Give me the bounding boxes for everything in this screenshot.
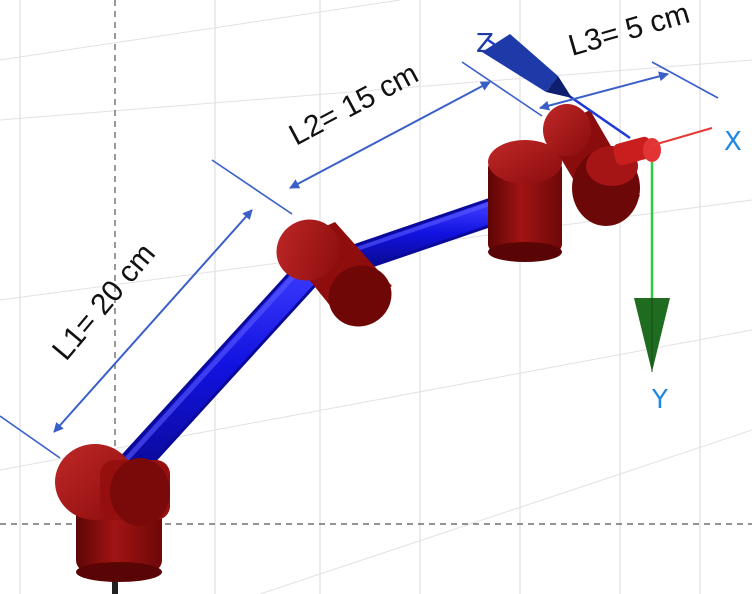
- base-joint: [55, 444, 170, 582]
- link-1-tube: [113, 247, 333, 485]
- dimension-l3: [539, 61, 719, 111]
- elbow-joint: [276, 219, 392, 327]
- x-axis-label: X: [724, 127, 742, 157]
- link-2-tube: [331, 191, 526, 276]
- dimension-l1-label: L1= 20 cm: [46, 237, 162, 366]
- dimension-l1: [0, 159, 293, 459]
- dimension-l2-label: L2= 15 cm: [284, 57, 424, 152]
- dimension-l3-label: L3= 5 cm: [565, 0, 694, 63]
- wrist-joint: [488, 140, 562, 262]
- z-axis-label: Z: [476, 29, 494, 59]
- dimension-l2: [289, 61, 543, 189]
- y-axis: [634, 162, 670, 372]
- y-axis-label: Y: [651, 385, 668, 415]
- x-axis: [649, 127, 713, 147]
